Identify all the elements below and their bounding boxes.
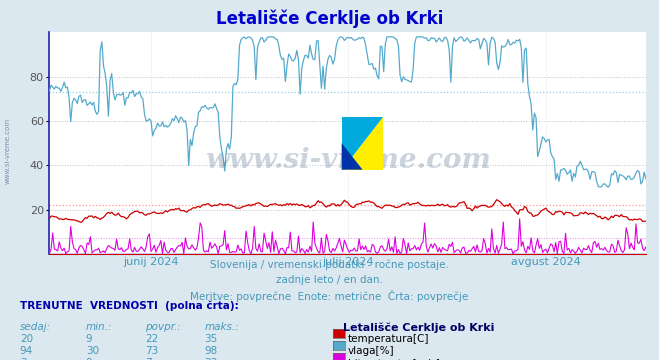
Text: TRENUTNE  VREDNOSTI  (polna črta):: TRENUTNE VREDNOSTI (polna črta): [20,301,239,311]
Text: temperatura[C]: temperatura[C] [348,334,430,344]
Text: Meritve: povprečne  Enote: metrične  Črta: povprečje: Meritve: povprečne Enote: metrične Črta:… [190,290,469,302]
Text: 0: 0 [86,358,92,360]
Text: 9: 9 [86,334,92,344]
Polygon shape [341,117,384,170]
Text: Letališče Cerklje ob Krki: Letališče Cerklje ob Krki [215,9,444,27]
Polygon shape [341,143,362,170]
Text: 22: 22 [145,334,158,344]
Text: www.si-vreme.com: www.si-vreme.com [5,118,11,184]
Text: 33: 33 [204,358,217,360]
Text: 30: 30 [86,346,99,356]
Text: 20: 20 [20,334,33,344]
Text: hitrost vetra[m/s]: hitrost vetra[m/s] [348,358,440,360]
Text: 98: 98 [204,346,217,356]
Text: povpr.:: povpr.: [145,322,181,332]
Text: min.:: min.: [86,322,112,332]
Text: zadnje leto / en dan.: zadnje leto / en dan. [276,275,383,285]
Text: sedaj:: sedaj: [20,322,51,332]
Text: Letališče Cerklje ob Krki: Letališče Cerklje ob Krki [343,322,494,333]
Text: Slovenija / vremenski podatki - ročne postaje.: Slovenija / vremenski podatki - ročne po… [210,260,449,270]
Text: 94: 94 [20,346,33,356]
Text: 3: 3 [20,358,26,360]
Text: maks.:: maks.: [204,322,239,332]
Text: 73: 73 [145,346,158,356]
Text: www.si-vreme.com: www.si-vreme.com [205,147,490,174]
Text: 7: 7 [145,358,152,360]
Text: 35: 35 [204,334,217,344]
Polygon shape [341,117,384,170]
Text: vlaga[%]: vlaga[%] [348,346,395,356]
